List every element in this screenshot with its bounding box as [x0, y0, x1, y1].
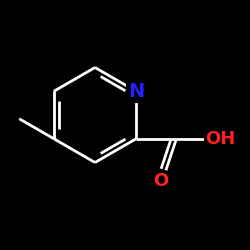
Text: N: N: [128, 82, 144, 101]
Text: OH: OH: [205, 130, 235, 148]
Text: O: O: [154, 172, 169, 190]
